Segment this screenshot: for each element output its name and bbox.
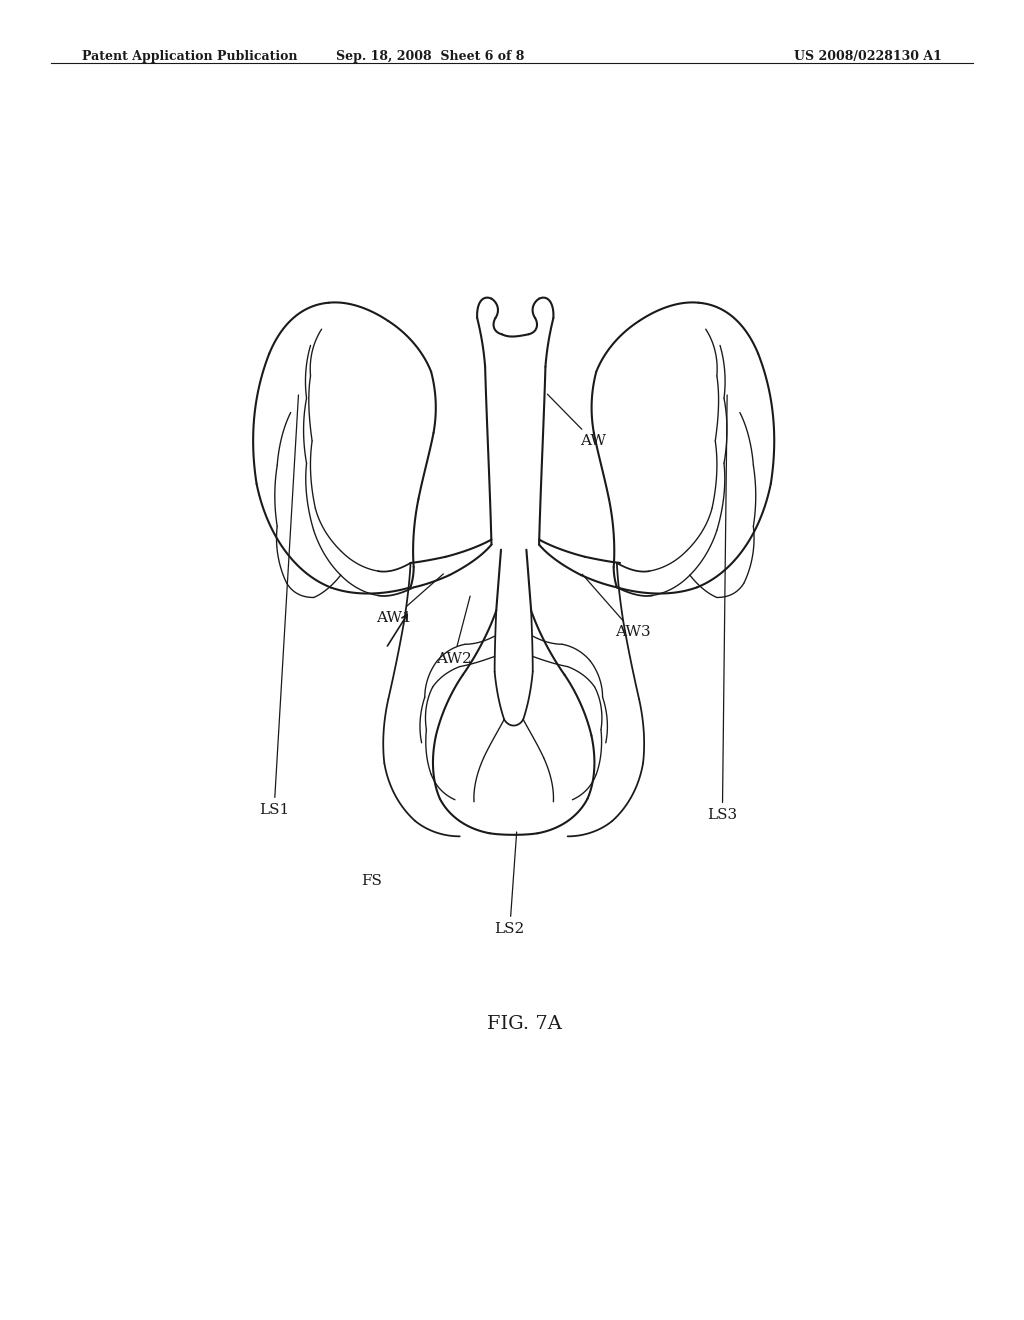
Text: FIG. 7A: FIG. 7A	[487, 1015, 562, 1034]
Text: AW: AW	[548, 395, 606, 447]
Text: US 2008/0228130 A1: US 2008/0228130 A1	[795, 50, 942, 63]
Text: Patent Application Publication: Patent Application Publication	[82, 50, 297, 63]
Text: Sep. 18, 2008  Sheet 6 of 8: Sep. 18, 2008 Sheet 6 of 8	[336, 50, 524, 63]
Text: LS1: LS1	[259, 395, 298, 817]
Text: LS3: LS3	[708, 395, 737, 822]
Text: LS2: LS2	[495, 832, 525, 936]
Text: AW2: AW2	[436, 597, 472, 665]
Text: AW3: AW3	[583, 574, 651, 639]
Text: AW1: AW1	[376, 574, 443, 624]
Text: FS: FS	[361, 874, 382, 888]
